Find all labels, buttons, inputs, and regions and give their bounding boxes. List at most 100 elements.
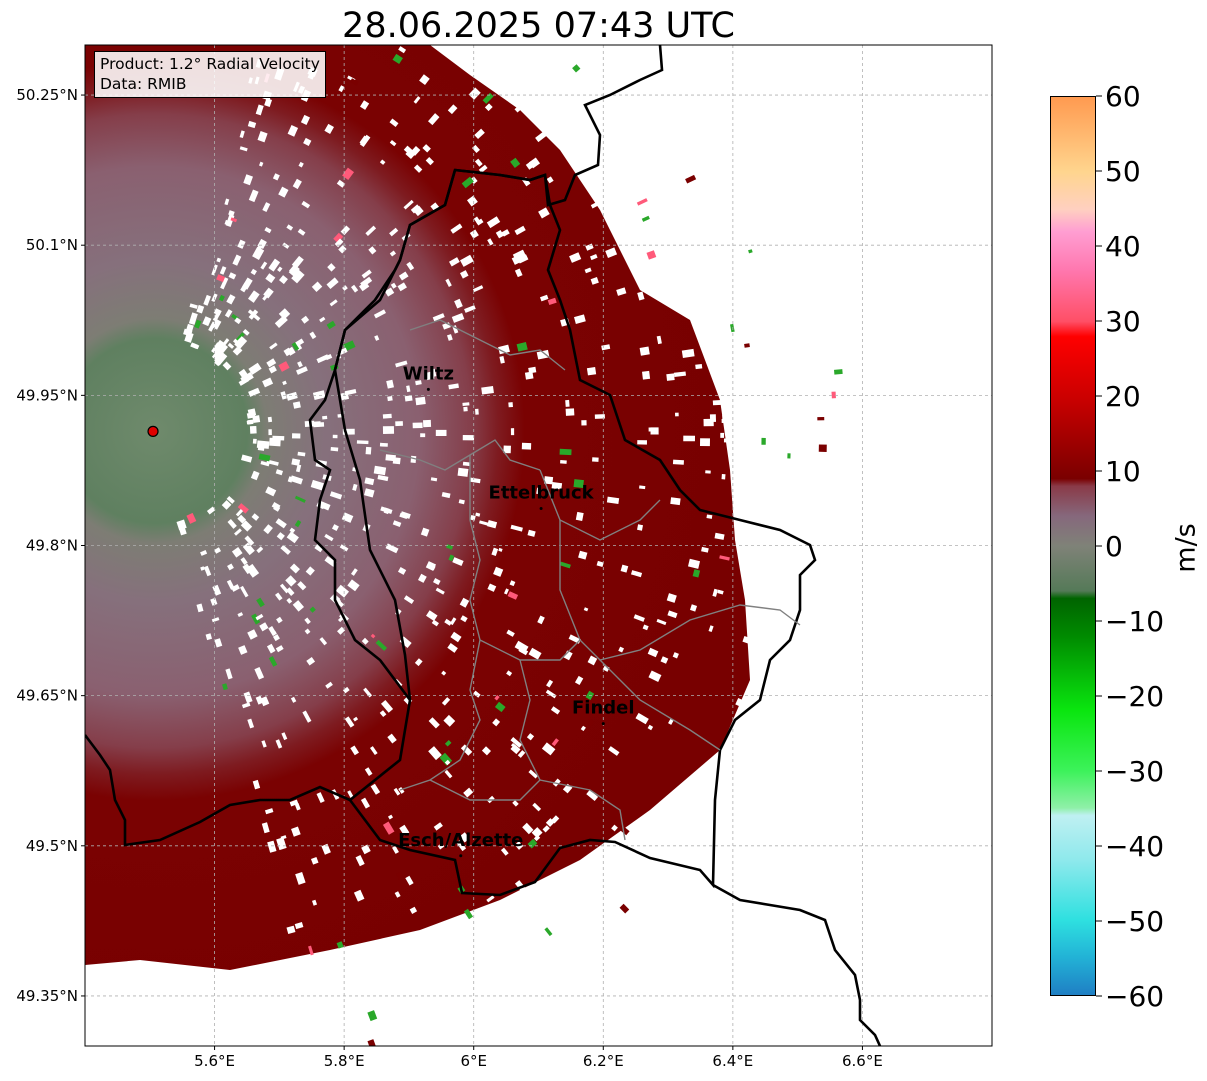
radar-gate [565, 408, 575, 416]
radar-gate [637, 440, 647, 445]
radar-gate [815, 623, 821, 628]
radar-gate [246, 412, 256, 419]
radar-gate [241, 702, 251, 709]
radar-gate [254, 667, 265, 680]
radar-gate [406, 261, 415, 271]
radar-gate [721, 474, 726, 480]
radar-gate [399, 824, 410, 836]
radar-gate [678, 160, 688, 169]
radar-gate [255, 613, 264, 621]
radar-gate [494, 701, 506, 713]
border-france-germany [712, 883, 882, 1046]
radar-gate [232, 254, 242, 266]
radar-gate [232, 347, 242, 356]
radar-gate [280, 835, 287, 840]
radar-gate [397, 567, 407, 575]
radar-gate [271, 502, 281, 511]
radar-gate [722, 414, 730, 420]
radar-gate [441, 670, 447, 676]
radar-gate [275, 469, 284, 476]
lat-tick-label: 50.25°N [16, 86, 78, 104]
radar-gate [456, 840, 467, 852]
city-dot [539, 506, 543, 510]
radar-gate [329, 491, 343, 500]
radar-gate [252, 779, 261, 790]
radar-gate [720, 432, 725, 438]
radar-gate [339, 544, 349, 552]
radar-gate [359, 281, 370, 292]
city-labels: Wiltz Ettelbruck Findel Esch/Alzette [398, 363, 635, 858]
radar-gate [278, 186, 289, 198]
radar-gate [666, 593, 677, 603]
radar-gate [200, 566, 205, 571]
radar-gate [777, 163, 788, 173]
radar-gate [335, 599, 344, 608]
radar-gate [470, 176, 478, 185]
radar-gate [380, 700, 394, 713]
radar-gate [234, 528, 242, 536]
radar-gate [549, 45, 560, 52]
radar-gate [635, 712, 649, 725]
radar-gate [635, 149, 648, 159]
radar-gate [745, 180, 752, 188]
radar-gate [500, 847, 509, 856]
radar-gate [255, 695, 264, 705]
radar-gate [367, 1010, 378, 1022]
radar-gate [724, 137, 732, 144]
radar-gate [635, 186, 645, 195]
radar-gate [785, 599, 798, 610]
radar-gate [673, 371, 686, 377]
radar-gate [444, 618, 452, 626]
radar-gate [360, 100, 370, 110]
radar-gate [219, 266, 227, 275]
radar-gate [276, 616, 283, 624]
radar-gate [231, 547, 243, 558]
radar-gate [268, 656, 278, 667]
radar-gate [450, 631, 462, 643]
radar-gate [336, 941, 344, 949]
radar-gate [432, 965, 442, 977]
radar-gate [670, 497, 681, 506]
radar-gate [224, 219, 232, 227]
radar-gate [234, 317, 242, 325]
radar-gate [276, 532, 285, 541]
radar-gate [325, 353, 333, 361]
radar-gate [441, 697, 451, 706]
radar-gate [650, 427, 659, 435]
radar-gate [833, 369, 843, 375]
radar-gate [565, 399, 570, 407]
radar-gate [517, 254, 529, 264]
radar-gate [263, 287, 274, 299]
radar-gate [751, 540, 763, 549]
radar-gate [437, 843, 445, 850]
radar-gate [311, 899, 318, 906]
radar-gate [372, 962, 379, 971]
radar-gate [240, 585, 249, 598]
radar-gate [527, 529, 536, 537]
radar-gate [316, 792, 325, 803]
radar-gate [507, 591, 519, 600]
radar-gate [266, 358, 277, 368]
radar-gate [441, 492, 451, 499]
border-belgium-lux-west [308, 269, 412, 701]
radar-gate [291, 342, 300, 351]
radar-gate [291, 458, 301, 466]
radar-gate [584, 942, 594, 951]
radar-gate [363, 687, 373, 698]
radar-gate [528, 647, 542, 660]
radar-gate [325, 681, 333, 689]
radar-gate [630, 570, 643, 578]
radar-gate [375, 639, 388, 651]
radar-gate [353, 716, 359, 722]
radar-gate [196, 304, 205, 314]
radar-gate [196, 603, 204, 613]
radar-gate [242, 328, 250, 336]
radar-gate [393, 787, 401, 796]
radar-gate [522, 50, 537, 65]
city-name: Findel [572, 698, 635, 719]
radar-gate [573, 671, 582, 681]
radar-gate [656, 335, 662, 345]
radar-gate [758, 351, 763, 359]
radar-gate [721, 400, 729, 408]
radar-gate [403, 595, 415, 604]
